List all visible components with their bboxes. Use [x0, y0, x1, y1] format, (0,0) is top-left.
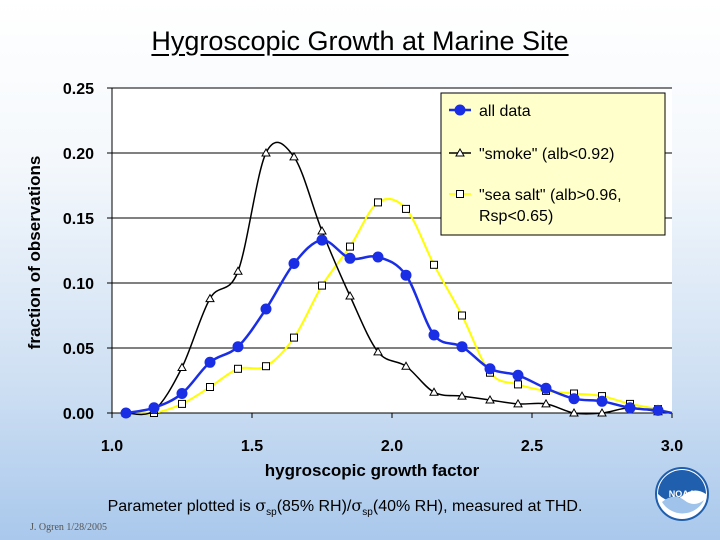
- svg-text:NOAA: NOAA: [669, 489, 696, 499]
- y-tick-label: 0.20: [63, 146, 94, 163]
- data-point: [262, 362, 270, 371]
- data-point: [430, 260, 438, 269]
- y-axis-title: fraction of observations: [25, 156, 44, 350]
- data-point: [456, 190, 464, 198]
- data-point: [344, 252, 356, 264]
- data-point: [514, 380, 522, 389]
- data-point: [177, 362, 187, 371]
- data-point: [428, 329, 440, 341]
- data-point: [206, 383, 214, 391]
- data-point: [568, 393, 580, 405]
- data-point: [345, 290, 355, 300]
- data-point: [289, 151, 299, 161]
- y-tick-label: 0.10: [63, 276, 94, 293]
- x-tick-label: 2.5: [521, 438, 543, 455]
- data-point: [485, 394, 495, 404]
- chart-title: Hygroscopic Growth at Marine Site: [151, 26, 569, 56]
- x-tick-label: 2.0: [381, 438, 403, 455]
- data-point: [261, 147, 271, 157]
- data-point: [234, 364, 242, 373]
- data-point: [317, 225, 327, 235]
- axis-labels: hygroscopic growth factor fraction of obs…: [25, 156, 480, 480]
- data-point: [233, 266, 243, 275]
- data-point: [260, 303, 272, 315]
- data-point: [316, 234, 328, 246]
- data-point: [120, 407, 132, 419]
- caption: Parameter plotted is σsp(85% RH)/σsp(40%…: [107, 496, 583, 519]
- data-point: [346, 242, 354, 251]
- data-point: [457, 391, 467, 400]
- legend-label: "sea salt" (alb>0.96,: [479, 187, 622, 204]
- y-tick-label: 0.05: [63, 341, 94, 358]
- data-point: [455, 147, 465, 157]
- legend-box: [440, 92, 666, 236]
- author-credit: J. Ogren 1/28/2005: [30, 522, 107, 533]
- data-point: [176, 388, 188, 399]
- data-point: [204, 356, 216, 368]
- data-point: [290, 333, 298, 342]
- data-point: [400, 269, 412, 281]
- y-tick-label: 0.15: [63, 211, 94, 228]
- data-point: [597, 407, 607, 417]
- data-point: [652, 404, 664, 416]
- noaa-logo-icon: NOAA: [655, 467, 709, 521]
- data-point: [513, 398, 523, 408]
- data-point: [454, 104, 466, 116]
- legend: all data "smoke" (alb<0.92) "sea salt" (al…: [440, 92, 666, 236]
- data-point: [148, 402, 160, 414]
- data-point: [288, 258, 300, 269]
- data-point: [429, 387, 439, 396]
- data-point: [569, 407, 579, 417]
- data-point: [624, 402, 636, 414]
- series-0: [120, 234, 673, 419]
- legend-label-line2: Rsp<0.65): [479, 208, 553, 225]
- axis-ticks: 0.00 0.05 0.10 0.15 0.20 0.25 1.0 1.5 2.0 2.5 3.0: [63, 81, 683, 455]
- data-point: [458, 311, 466, 320]
- x-tick-label: 1.5: [241, 438, 263, 455]
- data-point: [372, 251, 384, 263]
- data-point: [205, 293, 215, 303]
- data-point: [178, 399, 186, 408]
- data-point: [484, 363, 496, 375]
- data-point: [374, 198, 382, 207]
- y-tick-label: 0.00: [63, 406, 94, 423]
- x-tick-label: 3.0: [661, 438, 683, 455]
- series-line: [125, 141, 673, 416]
- data-point: [541, 398, 551, 408]
- data-point: [373, 346, 383, 356]
- x-axis-title: hygroscopic growth factor: [265, 461, 480, 480]
- y-tick-label: 0.25: [63, 81, 94, 98]
- data-point: [232, 341, 244, 353]
- x-tick-label: 1.0: [101, 438, 123, 455]
- data-point: [401, 361, 411, 370]
- data-point: [512, 369, 524, 381]
- data-point: [402, 204, 410, 213]
- data-point: [540, 382, 552, 394]
- series-layer: [120, 141, 673, 419]
- series-1: [121, 141, 673, 417]
- legend-label: all data: [479, 103, 531, 120]
- legend-label: "smoke" (alb<0.92): [479, 146, 614, 163]
- data-point: [456, 341, 468, 353]
- data-point: [596, 395, 608, 407]
- data-point: [318, 281, 326, 290]
